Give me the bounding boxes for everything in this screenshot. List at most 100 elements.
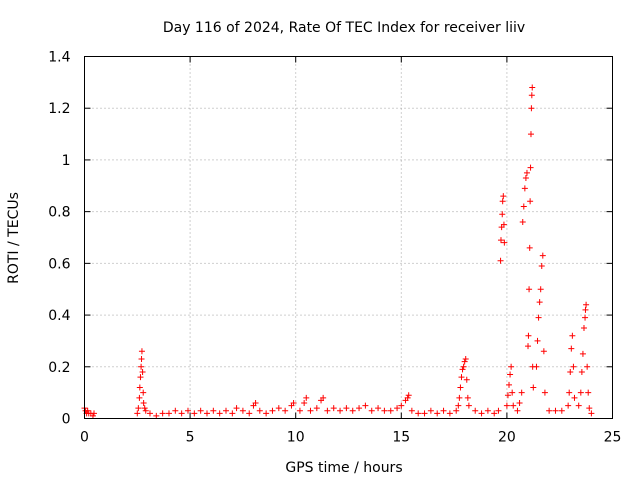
data-point — [478, 410, 485, 417]
data-point — [398, 402, 405, 409]
x-axis-label: GPS time / hours — [285, 460, 402, 476]
data-point — [500, 193, 507, 200]
data-point — [558, 407, 565, 414]
data-point — [456, 394, 463, 401]
y-axis-label: ROTI / TECUs — [6, 192, 22, 284]
data-point — [525, 343, 532, 350]
data-point — [565, 402, 572, 409]
y-tick-label: 1.2 — [48, 101, 70, 117]
data-point — [568, 345, 575, 352]
data-point — [184, 407, 191, 414]
data-point — [535, 314, 542, 321]
data-point — [256, 407, 263, 414]
data-point — [526, 244, 533, 251]
data-point — [216, 410, 223, 417]
data-point — [136, 384, 143, 391]
data-point — [138, 363, 145, 370]
data-point — [569, 332, 576, 339]
data-point — [501, 239, 508, 246]
data-point — [508, 363, 515, 370]
data-point — [159, 410, 166, 417]
x-tick-label: 20 — [498, 430, 516, 446]
y-tick-label: 1.4 — [48, 50, 70, 66]
data-point — [464, 394, 471, 401]
chart-title: Day 116 of 2024, Rate Of TEC Index for r… — [163, 20, 525, 36]
data-point — [527, 131, 534, 138]
data-point — [538, 262, 545, 269]
data-point — [584, 363, 591, 370]
data-point — [139, 368, 146, 375]
data-point — [528, 105, 535, 112]
data-point — [566, 389, 573, 396]
data-point — [324, 407, 331, 414]
data-point — [527, 198, 534, 205]
data-point — [457, 384, 464, 391]
data-point — [421, 410, 428, 417]
data-point — [387, 407, 394, 414]
x-tick-label: 10 — [287, 430, 305, 446]
data-point — [503, 402, 510, 409]
data-point — [540, 348, 547, 355]
data-point — [153, 412, 160, 419]
data-point — [138, 348, 145, 355]
data-point — [135, 405, 142, 412]
x-tick-label: 5 — [186, 430, 195, 446]
data-point — [405, 392, 412, 399]
y-tick-label: 0 — [62, 412, 71, 428]
data-point — [583, 301, 590, 308]
data-point — [462, 356, 469, 363]
data-point — [203, 410, 210, 417]
data-point — [534, 337, 541, 344]
data-point — [313, 405, 320, 412]
data-point — [263, 410, 270, 417]
data-point — [500, 221, 507, 228]
data-point — [233, 405, 240, 412]
data-point — [497, 237, 504, 244]
x-tick-label: 25 — [604, 430, 622, 446]
data-point — [514, 407, 521, 414]
data-point — [223, 407, 230, 414]
data-points — [81, 84, 595, 419]
data-point — [575, 402, 582, 409]
data-point — [210, 407, 217, 414]
data-point — [239, 407, 246, 414]
data-point — [507, 371, 514, 378]
data-point — [303, 394, 310, 401]
data-point — [472, 407, 479, 414]
data-point — [172, 407, 179, 414]
data-point — [282, 407, 289, 414]
data-point — [510, 402, 517, 409]
data-point — [577, 389, 584, 396]
data-point — [579, 350, 586, 357]
data-point — [296, 407, 303, 414]
data-point — [586, 405, 593, 412]
data-point — [137, 374, 144, 381]
data-point — [349, 407, 356, 414]
data-point — [521, 185, 528, 192]
data-point — [523, 169, 530, 176]
data-point — [446, 410, 453, 417]
data-point — [269, 407, 276, 414]
data-point — [536, 299, 543, 306]
data-point — [229, 410, 236, 417]
data-point — [142, 407, 149, 414]
data-point — [533, 363, 540, 370]
x-tick-label: 0 — [80, 430, 89, 446]
data-point — [191, 410, 198, 417]
data-point — [197, 407, 204, 414]
data-point — [529, 84, 536, 91]
data-point — [516, 399, 523, 406]
data-point — [178, 410, 185, 417]
data-point — [320, 394, 327, 401]
data-point — [140, 399, 147, 406]
y-tick-label: 1 — [62, 153, 71, 169]
data-point — [146, 410, 153, 417]
data-point — [537, 286, 544, 293]
data-point — [455, 402, 462, 409]
data-point — [582, 306, 589, 313]
y-tick-label: 0.2 — [48, 360, 70, 376]
data-point — [582, 314, 589, 321]
y-tick-label: 0.4 — [48, 308, 70, 324]
data-point — [522, 175, 529, 182]
data-point — [356, 405, 363, 412]
